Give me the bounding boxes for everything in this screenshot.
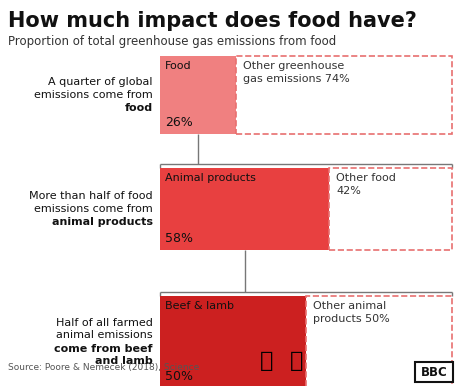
Text: Other greenhouse: Other greenhouse — [242, 61, 343, 71]
Text: Food: Food — [165, 61, 191, 71]
Text: 🍖: 🍖 — [290, 351, 303, 371]
Text: Animal products: Animal products — [165, 173, 255, 183]
Text: 42%: 42% — [336, 186, 360, 196]
Text: and lamb: and lamb — [95, 357, 153, 366]
Text: animal products: animal products — [52, 217, 153, 227]
Text: Other animal: Other animal — [312, 301, 386, 311]
Text: emissions come from: emissions come from — [34, 204, 153, 214]
Bar — [160, 296, 305, 386]
Text: Other food: Other food — [336, 173, 395, 183]
Bar — [414, 362, 452, 382]
Text: products 50%: products 50% — [312, 314, 389, 324]
Text: Beef & lamb: Beef & lamb — [165, 301, 234, 311]
Bar — [305, 296, 451, 386]
Text: Half of all farmed: Half of all farmed — [56, 318, 153, 327]
Bar — [160, 168, 329, 250]
Text: More than half of food: More than half of food — [29, 191, 153, 201]
Text: How much impact does food have?: How much impact does food have? — [8, 11, 416, 31]
Text: emissions come from: emissions come from — [34, 90, 153, 100]
Text: come from beef: come from beef — [54, 344, 153, 354]
Text: BBC: BBC — [420, 366, 447, 379]
Text: 58%: 58% — [165, 232, 193, 245]
Bar — [235, 56, 451, 134]
Bar — [329, 168, 451, 250]
Text: Proportion of total greenhouse gas emissions from food: Proportion of total greenhouse gas emiss… — [8, 35, 336, 48]
Text: food: food — [124, 103, 153, 113]
Bar — [160, 56, 235, 134]
Text: animal emissions: animal emissions — [56, 330, 153, 340]
Text: 🥩: 🥩 — [259, 351, 273, 371]
Text: gas emissions 74%: gas emissions 74% — [242, 74, 349, 84]
Text: 50%: 50% — [165, 370, 193, 383]
Text: Source: Poore & Nemecek (2018), Science: Source: Poore & Nemecek (2018), Science — [8, 363, 199, 372]
Text: 26%: 26% — [165, 116, 192, 129]
Text: A quarter of global: A quarter of global — [48, 77, 153, 87]
